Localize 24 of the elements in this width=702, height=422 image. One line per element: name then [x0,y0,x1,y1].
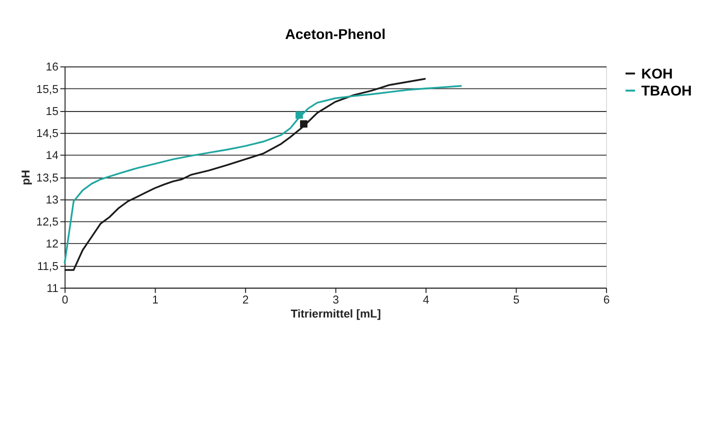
x-tick-label: 1 [152,294,158,306]
legend-label: KOH [641,66,673,82]
x-tick-label: 4 [422,294,430,306]
y-tick-label: 16 [46,62,58,74]
x-tick-label: 5 [513,294,520,306]
y-tick-label: 11 [46,282,58,295]
line-series [64,85,463,264]
y-tick-label: 13 [46,194,58,206]
y-tick-label: 11,5 [37,260,58,273]
y-axis-title: pH [20,170,33,186]
y-tick-label: 12 [46,238,58,251]
y-tick-label: 13,5 [36,172,58,184]
y-tick-label: 14,5 [36,128,58,140]
y-tick-label: 12,5 [36,216,58,229]
y-tick-label: 15 [46,106,58,118]
chart-title: Aceton-Phenol [285,26,386,43]
x-tick-label: 2 [242,294,249,306]
x-tick-label: 3 [332,294,339,306]
x-tick-label: 6 [603,294,610,306]
y-tick-label: 14 [46,150,58,162]
x-tick-label: 0 [62,294,68,306]
x-axis-title: Titriermittel [mL] [290,308,382,321]
y-tick-label: 15,5 [36,84,58,96]
legend-label: TBAOH [641,83,692,100]
